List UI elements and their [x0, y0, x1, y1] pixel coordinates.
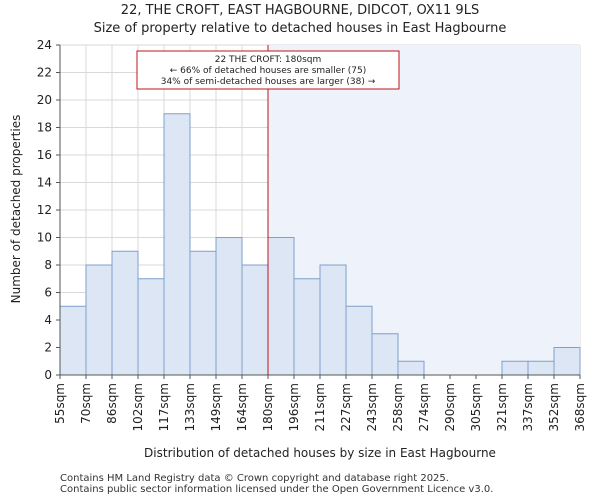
footer-licence: Contains public sector information licen… [60, 484, 494, 495]
x-tick-label: 305sqm [469, 383, 483, 431]
annotation-line-2: ← 66% of detached houses are smaller (75… [170, 66, 367, 76]
x-tick-label: 243sqm [365, 383, 379, 431]
x-tick-label: 180sqm [261, 383, 275, 431]
annotation-line-3: 34% of semi-detached houses are larger (… [161, 77, 376, 87]
x-tick-label: 55sqm [53, 383, 67, 424]
bar-180sqm [267, 237, 295, 376]
x-tick-label: 102sqm [131, 383, 145, 431]
x-tick-label: 368sqm [573, 383, 587, 431]
y-tick-label: 16 [37, 148, 52, 162]
chart-title-line2: Size of property relative to detached ho… [93, 21, 507, 36]
bar-227sqm [345, 305, 373, 376]
y-tick-label: 24 [37, 38, 52, 52]
bar-86sqm [111, 250, 139, 376]
marker-layer: 22 THE CROFT: 180sqm← 66% of detached ho… [136, 45, 400, 375]
y-tick-label: 8 [44, 258, 52, 272]
x-tick-label: 337sqm [521, 383, 535, 431]
x-tick-label: 86sqm [105, 383, 119, 424]
bar-164sqm [241, 264, 269, 376]
x-axis-title: Distribution of detached houses by size … [144, 446, 496, 460]
x-tick-label: 227sqm [339, 383, 353, 431]
bar-258sqm [397, 360, 425, 376]
x-tick-label: 149sqm [209, 383, 223, 431]
bar-70sqm [85, 264, 113, 376]
x-tick-label: 196sqm [287, 383, 301, 431]
bar-337sqm [527, 360, 555, 376]
annotation-box [136, 50, 400, 90]
y-tick-label: 18 [37, 121, 52, 135]
bar-211sqm [319, 264, 347, 376]
y-tick-label: 12 [37, 203, 52, 217]
bar-243sqm [371, 333, 399, 376]
x-tick-label: 290sqm [443, 383, 457, 431]
y-axis-title-text: Number of detached properties [9, 114, 23, 304]
y-tick-label: 2 [44, 341, 52, 355]
x-tick-label: 70sqm [79, 383, 93, 424]
chart-title-line1: 22, THE CROFT, EAST HAGBOURNE, DIDCOT, O… [120, 3, 480, 18]
bar-102sqm [137, 278, 165, 376]
y-tick-label: 10 [37, 231, 52, 245]
bar-352sqm [553, 347, 581, 376]
y-tick-label: 6 [44, 286, 52, 300]
x-tick-label: 117sqm [157, 383, 171, 431]
footer-copyright: Contains HM Land Registry data © Crown c… [60, 473, 449, 484]
bar-321sqm [501, 360, 529, 376]
bar-55sqm [59, 305, 87, 376]
x-tick-label: 211sqm [313, 383, 327, 431]
x-tick-label: 321sqm [495, 383, 509, 431]
y-tick-label: 4 [44, 313, 52, 327]
y-tick-label: 22 [37, 66, 52, 80]
x-tick-label: 133sqm [183, 383, 197, 431]
bar-133sqm [189, 250, 217, 376]
y-tick-label: 20 [37, 93, 52, 107]
bar-layer [59, 113, 581, 376]
x-tick-label: 258sqm [391, 383, 405, 431]
bar-117sqm [163, 113, 191, 376]
y-tick-label: 14 [37, 176, 52, 190]
x-tick-label: 274sqm [417, 383, 431, 431]
y-tick-label: 0 [44, 368, 52, 382]
bar-196sqm [293, 278, 321, 376]
x-tick-label: 164sqm [235, 383, 249, 431]
bar-149sqm [215, 237, 243, 376]
x-tick-label: 352sqm [547, 383, 561, 431]
annotation-line-1: 22 THE CROFT: 180sqm [215, 55, 322, 65]
